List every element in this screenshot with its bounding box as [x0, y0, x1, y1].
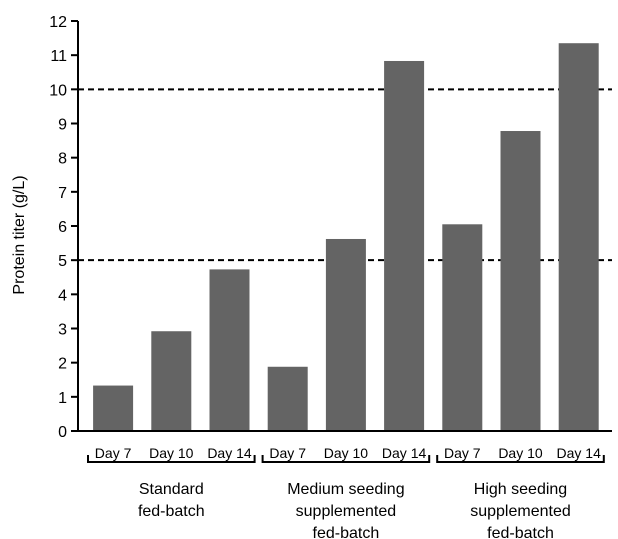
- bar: [151, 331, 192, 431]
- y-tick-label: 12: [49, 14, 67, 31]
- y-tick-label: 7: [58, 185, 67, 202]
- bar: [325, 238, 366, 431]
- bar: [209, 269, 250, 431]
- bar: [267, 366, 308, 431]
- y-tick-label: 10: [49, 82, 67, 99]
- bar: [558, 43, 599, 431]
- y-tick-label: 9: [58, 117, 67, 134]
- x-category-label: Day 7: [444, 445, 481, 461]
- group-label: High seeding: [474, 481, 567, 498]
- x-category-label: Day 7: [95, 445, 132, 461]
- y-tick-label: 6: [58, 219, 67, 236]
- group-bracket: [436, 455, 605, 463]
- group-label: Standard: [139, 481, 204, 498]
- x-category-label: Day 10: [324, 445, 369, 461]
- group-label: fed-batch: [313, 525, 380, 539]
- x-category-label: Day 14: [207, 445, 252, 461]
- y-tick-label: 1: [58, 390, 67, 407]
- group-label: Medium seeding: [287, 481, 404, 498]
- group-labels: Standard fed-batch Medium seeding supplemen…: [87, 455, 605, 539]
- bar: [93, 385, 134, 431]
- group-label: supplemented: [296, 503, 397, 520]
- x-category-label: Day 10: [149, 445, 194, 461]
- group-bracket: [87, 455, 256, 463]
- x-category-label: Day 10: [498, 445, 543, 461]
- x-category-label: Day 7: [269, 445, 306, 461]
- y-tick-label: 8: [58, 151, 67, 168]
- y-tick-label: 11: [50, 48, 67, 65]
- x-category-label: Day 14: [557, 445, 602, 461]
- x-axis-categories: Day 7 Day 10 Day 14 Day 7 Day 10 Day 14 Day 7 D…: [95, 445, 601, 461]
- y-tick-label: 5: [58, 253, 67, 270]
- bar: [384, 60, 425, 431]
- x-category-label: Day 14: [382, 445, 427, 461]
- bar: [442, 224, 483, 431]
- bar: [500, 131, 541, 431]
- y-tick-label: 3: [58, 322, 67, 339]
- y-tick-label: 2: [58, 356, 67, 373]
- y-tick-label: 4: [58, 287, 67, 304]
- y-axis-title: Protein titer (g/L): [11, 175, 28, 294]
- group-label: fed-batch: [487, 525, 554, 539]
- bars: [93, 43, 599, 431]
- group-label: supplemented: [470, 503, 571, 520]
- group-bracket: [261, 455, 431, 463]
- group-label: fed-batch: [138, 503, 205, 520]
- y-tick-label: 0: [58, 424, 67, 441]
